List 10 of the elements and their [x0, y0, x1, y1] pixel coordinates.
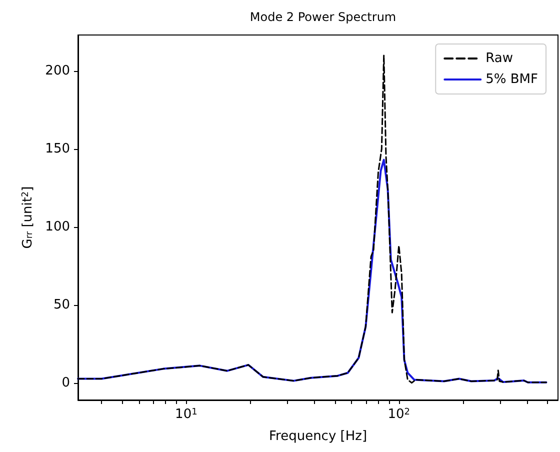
y-axis-title: Grr [unit2] — [20, 186, 36, 249]
chart-title: Mode 2 Power Spectrum — [250, 10, 396, 24]
y-tick-label: 50 — [53, 297, 70, 312]
y-tick-label: 0 — [62, 375, 70, 390]
x-axis-title: Frequency [Hz] — [268, 429, 368, 444]
y-tick-label: 200 — [45, 63, 70, 78]
y-tick-label: 150 — [45, 141, 70, 156]
y-tick-label: 100 — [45, 219, 70, 234]
legend-label: 5% BMF — [486, 72, 538, 87]
legend-label: Raw — [486, 51, 514, 66]
